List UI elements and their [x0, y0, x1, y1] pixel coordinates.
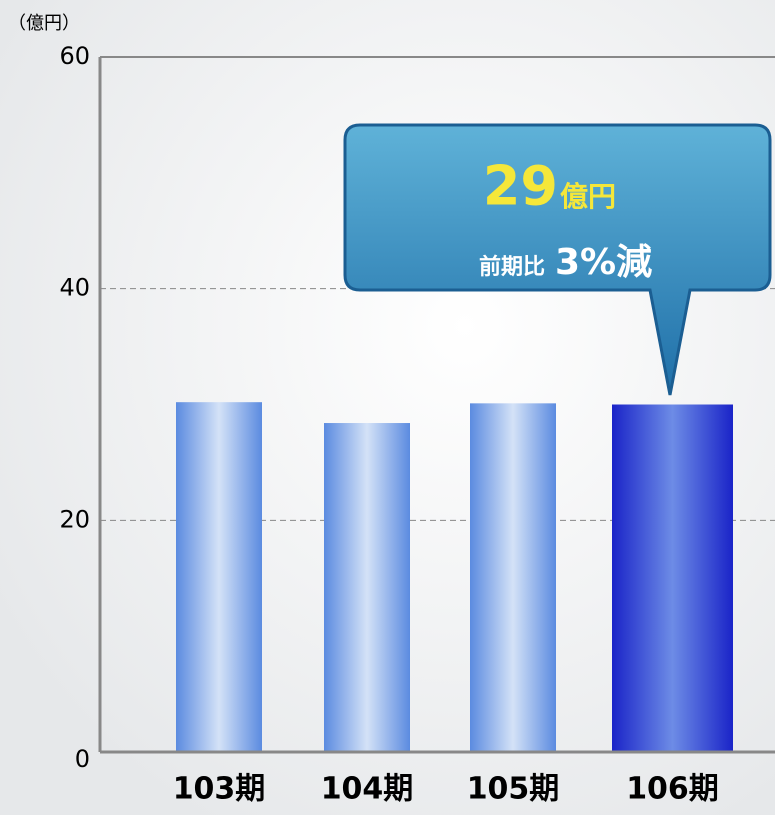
bar — [324, 423, 410, 752]
bar — [470, 403, 556, 752]
x-tick-label: 104期 — [321, 772, 414, 807]
x-tick-label: 106期 — [626, 772, 719, 807]
y-tick-label: 0 — [75, 745, 90, 773]
callout-value: 29 — [483, 155, 558, 218]
callout: 29 億円 前期比 3%減 — [343, 123, 772, 396]
bar — [176, 402, 262, 752]
callout-prefix: 前期比 — [479, 254, 545, 280]
callout-shape — [343, 123, 772, 396]
x-tick-label: 105期 — [467, 772, 560, 807]
y-tick-label: 40 — [59, 274, 90, 302]
x-tick-label: 103期 — [173, 772, 266, 807]
callout-unit: 億円 — [560, 180, 616, 213]
plot: 0 20 40 60 103期 104期 105期 106期 — [59, 42, 775, 807]
y-tick-label: 60 — [59, 42, 90, 70]
unit-label: （億円） — [8, 13, 80, 34]
callout-change: 3%減 — [555, 242, 652, 283]
y-tick-label: 20 — [59, 505, 90, 533]
bar — [612, 404, 733, 752]
